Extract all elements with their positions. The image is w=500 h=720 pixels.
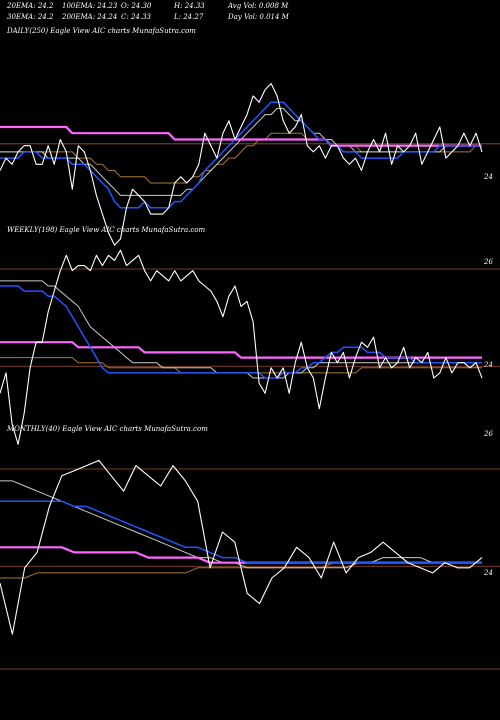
header-ema200: 200EMA: 24.24: [62, 13, 118, 21]
header-open: O: 24.30: [121, 2, 152, 10]
header-ema100: 100EMA: 24.23: [62, 2, 118, 10]
daily-ema-fast-line: [0, 101, 482, 209]
weekly-ema-fast-line: [0, 285, 482, 379]
header-ema20: 20EMA: 24.2: [7, 2, 54, 10]
monthly-ema-mid-line: [0, 480, 482, 569]
daily-ema-long-line: [0, 125, 482, 147]
weekly-ema-mid-line: [0, 280, 482, 379]
daily-price-line: [0, 82, 483, 246]
weekly-panel-title: WEEKLY(198) Eagle View AIC charts Munafa…: [7, 226, 206, 234]
monthly-panel: [0, 459, 500, 670]
header-dayvol: Day Vol: 0.014 M: [228, 13, 289, 21]
header-low: L: 24.27: [174, 13, 204, 21]
monthly-label-bottom: 24: [484, 569, 493, 577]
monthly-ema-fast-line: [0, 500, 482, 564]
weekly-price-line: [0, 249, 483, 445]
weekly-label-top: 26: [484, 430, 493, 438]
daily-label-bottom: 24: [484, 173, 493, 181]
header-high: H: 24.33: [174, 2, 205, 10]
weekly-ema-long-line: [0, 341, 482, 359]
monthly-panel-title: MONTHLY(40) Eagle View AIC charts Munafa…: [7, 425, 208, 433]
daily-label-top: 26: [484, 258, 493, 266]
daily-panel-title: DAILY(250) Eagle View AIC charts MunafaS…: [7, 27, 196, 35]
weekly-ema-slow-line: [0, 357, 482, 374]
daily-panel: [0, 82, 500, 270]
header-avgvol: Avg Vol: 0.008 M: [228, 2, 289, 10]
header-close: C: 24.33: [121, 13, 151, 21]
weekly-label-bottom: 24: [484, 361, 493, 369]
monthly-price-line: [0, 459, 483, 635]
weekly-panel: [0, 249, 500, 470]
header-ema30: 30EMA: 24.2: [7, 13, 54, 21]
